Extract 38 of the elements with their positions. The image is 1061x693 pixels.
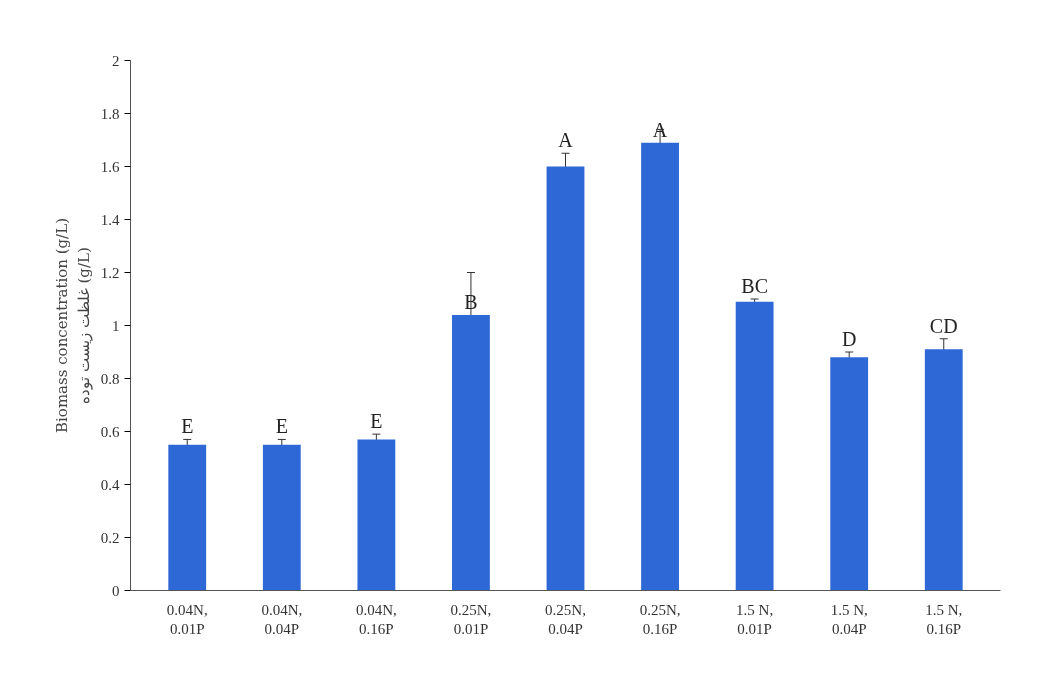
bar bbox=[168, 444, 207, 591]
annotation: E bbox=[181, 415, 194, 438]
x-tick-label: 1.5 N, 0.04P bbox=[830, 601, 868, 637]
bar bbox=[641, 142, 679, 591]
x-tick-label: 0.25N, 0.01P bbox=[450, 601, 492, 637]
y-tick-label: 0 bbox=[112, 582, 120, 599]
x-tick-label: 0.04N, 0.01P bbox=[166, 601, 208, 637]
x-tick-label: 0.04N, 0.16P bbox=[355, 601, 397, 637]
x-tick-label: 1.5 N, 0.01P bbox=[736, 601, 774, 637]
y-tick-label: 0.2 bbox=[100, 529, 120, 546]
annotation: D bbox=[841, 328, 857, 350]
bar bbox=[924, 349, 963, 591]
annotation: E bbox=[370, 410, 383, 433]
y-tick-label: 1.8 bbox=[100, 105, 120, 122]
y-tick-label: 1.2 bbox=[100, 264, 120, 281]
bar bbox=[830, 357, 869, 591]
y-tick-label: 0.6 bbox=[100, 423, 120, 440]
bar bbox=[262, 444, 301, 591]
y-tick-label: 1.4 bbox=[100, 211, 120, 228]
annotation: A bbox=[558, 129, 574, 152]
annotation: E bbox=[275, 415, 288, 438]
bar bbox=[452, 314, 490, 591]
annotation: CD bbox=[929, 314, 958, 337]
annotation: A bbox=[652, 118, 668, 141]
y-tick-label: 0.8 bbox=[100, 370, 120, 387]
bar bbox=[357, 439, 396, 591]
bar bbox=[735, 301, 774, 591]
x-tick-label: 0.25N, 0.16P bbox=[639, 601, 681, 637]
x-tick-label: 0.04N, 0.04P bbox=[261, 601, 303, 637]
x-tick-label: 1.5 N, 0.16P bbox=[925, 601, 963, 637]
y-tick-label: 0.4 bbox=[100, 476, 120, 493]
x-tick-label: 0.25N, 0.04P bbox=[545, 601, 586, 637]
bar bbox=[546, 166, 585, 591]
annotation: BC bbox=[741, 275, 768, 297]
annotation: B bbox=[464, 290, 478, 313]
y-tick-label: 1.6 bbox=[100, 158, 120, 175]
y-tick-label: 1 bbox=[112, 317, 120, 334]
y-tick-label: 2 bbox=[112, 52, 120, 69]
